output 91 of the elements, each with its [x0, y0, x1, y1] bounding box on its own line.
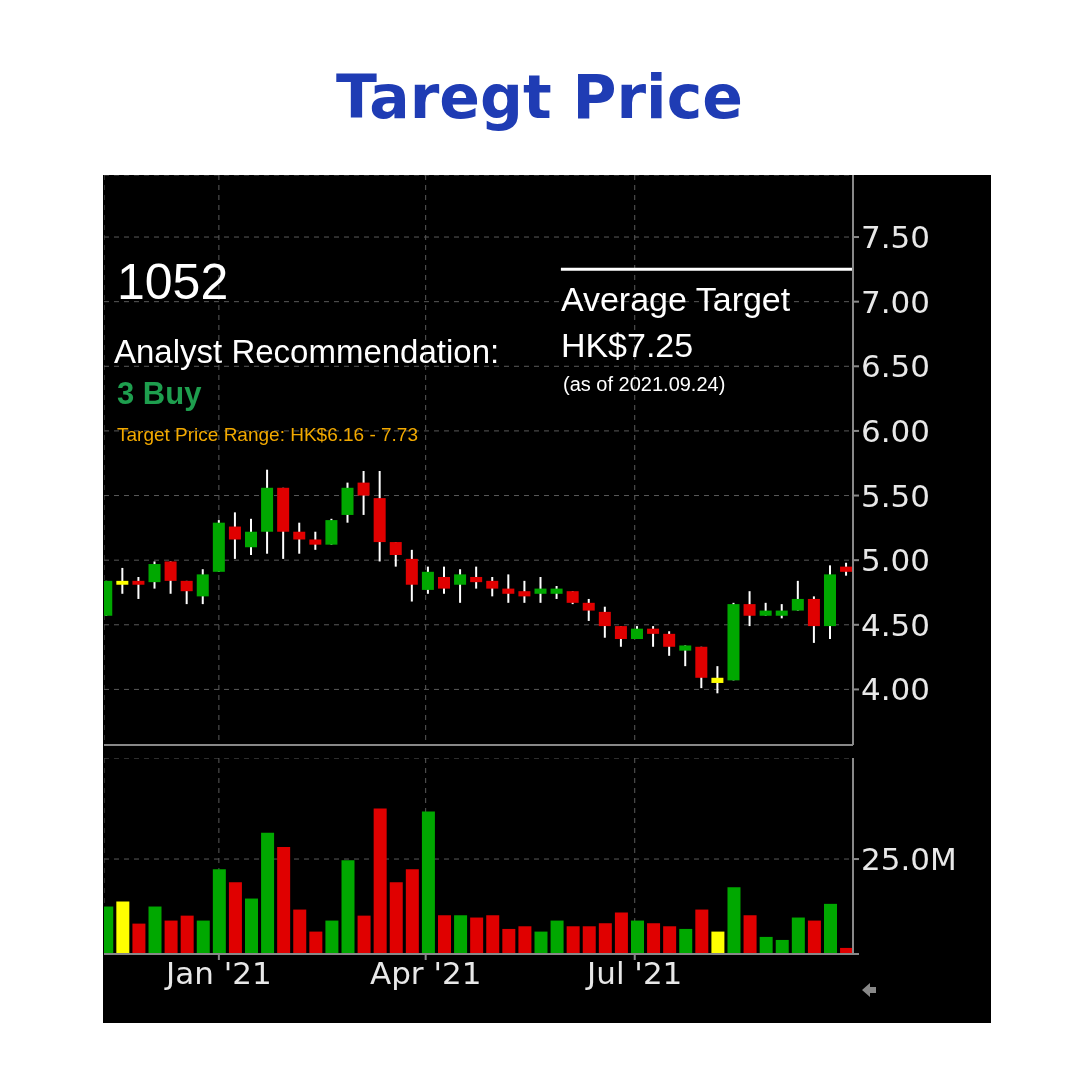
candlestick — [245, 517, 257, 556]
candlestick — [148, 560, 161, 590]
y-tick-label: 6.00 — [861, 412, 931, 449]
bar — [679, 928, 693, 954]
candlestick — [582, 597, 595, 622]
candlestick — [502, 573, 515, 604]
ref-line-label: Average Target HK$7.25 — [560, 280, 791, 365]
candlestick — [389, 541, 402, 568]
x-tick-label: Jan '21 — [164, 955, 272, 992]
candlestick — [421, 565, 434, 595]
annotation: 3 Buy — [117, 375, 202, 413]
candlestick — [647, 625, 660, 648]
bar — [695, 909, 709, 954]
candlestick — [614, 625, 627, 648]
bar — [630, 920, 644, 954]
candlestick — [196, 568, 209, 606]
candlestick — [132, 575, 145, 600]
candlestick — [438, 565, 450, 595]
bar — [180, 915, 194, 954]
bar — [550, 920, 564, 954]
chart-title: Taregt Price — [335, 62, 744, 132]
y-tick-label: 7.00 — [861, 283, 931, 320]
candlestick — [711, 665, 724, 695]
bar — [727, 887, 741, 954]
bar — [261, 832, 275, 954]
y-tick-label: 5.00 — [861, 542, 931, 579]
candlestick — [164, 560, 177, 595]
bar — [486, 915, 500, 954]
y-tick-label: 7.50 — [861, 219, 931, 256]
candlestick — [454, 568, 467, 604]
bar — [470, 917, 484, 954]
bar — [373, 808, 387, 954]
bar — [148, 906, 162, 954]
candlestick — [486, 575, 499, 598]
candlestick — [116, 566, 129, 595]
candlestick — [357, 469, 370, 516]
bar — [277, 846, 291, 954]
annotation: Target Price Range: HK$6.16 - 7.73 — [117, 424, 419, 447]
bar — [823, 903, 837, 954]
y-tick-label: 25.0M — [861, 841, 957, 878]
annotation: Analyst Recommendation: — [114, 332, 500, 372]
bar — [743, 915, 757, 954]
y-tick-label: 6.50 — [861, 348, 931, 385]
bar — [711, 931, 725, 954]
y-tick-label: 4.00 — [861, 671, 931, 708]
bar — [405, 869, 419, 954]
annotation: 1052 — [117, 253, 229, 312]
x-tick-label: Apr '21 — [369, 955, 482, 992]
bar — [245, 898, 258, 954]
bar — [309, 931, 323, 954]
candlestick — [470, 565, 483, 590]
bar — [614, 912, 628, 954]
candlestick — [293, 521, 306, 555]
bar — [647, 923, 661, 954]
bar — [357, 915, 371, 954]
bar — [582, 926, 596, 954]
bar — [438, 915, 451, 954]
y-tick-label: 4.50 — [861, 606, 931, 643]
bar — [502, 928, 516, 954]
bar — [325, 920, 339, 954]
candlestick — [598, 605, 611, 639]
bar — [775, 939, 789, 954]
bar — [807, 920, 821, 954]
y-tick-label: 5.50 — [861, 477, 931, 514]
bar — [196, 920, 210, 954]
bar — [341, 860, 355, 954]
bar — [518, 926, 532, 954]
bar — [791, 917, 805, 954]
bar — [454, 915, 468, 954]
bar — [421, 811, 435, 954]
annotation: (as of 2021.09.24) — [563, 372, 726, 396]
candlestick — [663, 630, 676, 657]
bar — [293, 909, 307, 954]
bar — [132, 923, 146, 954]
bar — [663, 926, 677, 954]
bar — [212, 869, 226, 954]
candlestick — [534, 575, 547, 604]
bar — [534, 931, 548, 954]
bar — [228, 882, 242, 954]
bar — [759, 936, 773, 954]
candlestick — [743, 590, 756, 628]
candlestick — [228, 511, 241, 560]
bar — [389, 882, 403, 954]
candlestick — [679, 644, 692, 668]
bar — [566, 926, 580, 954]
bar — [598, 923, 612, 954]
candlestick — [309, 530, 322, 551]
candlestick — [791, 579, 804, 612]
x-tick-label: Jul '21 — [585, 955, 683, 992]
bar — [164, 920, 178, 954]
candlestick — [518, 579, 531, 604]
